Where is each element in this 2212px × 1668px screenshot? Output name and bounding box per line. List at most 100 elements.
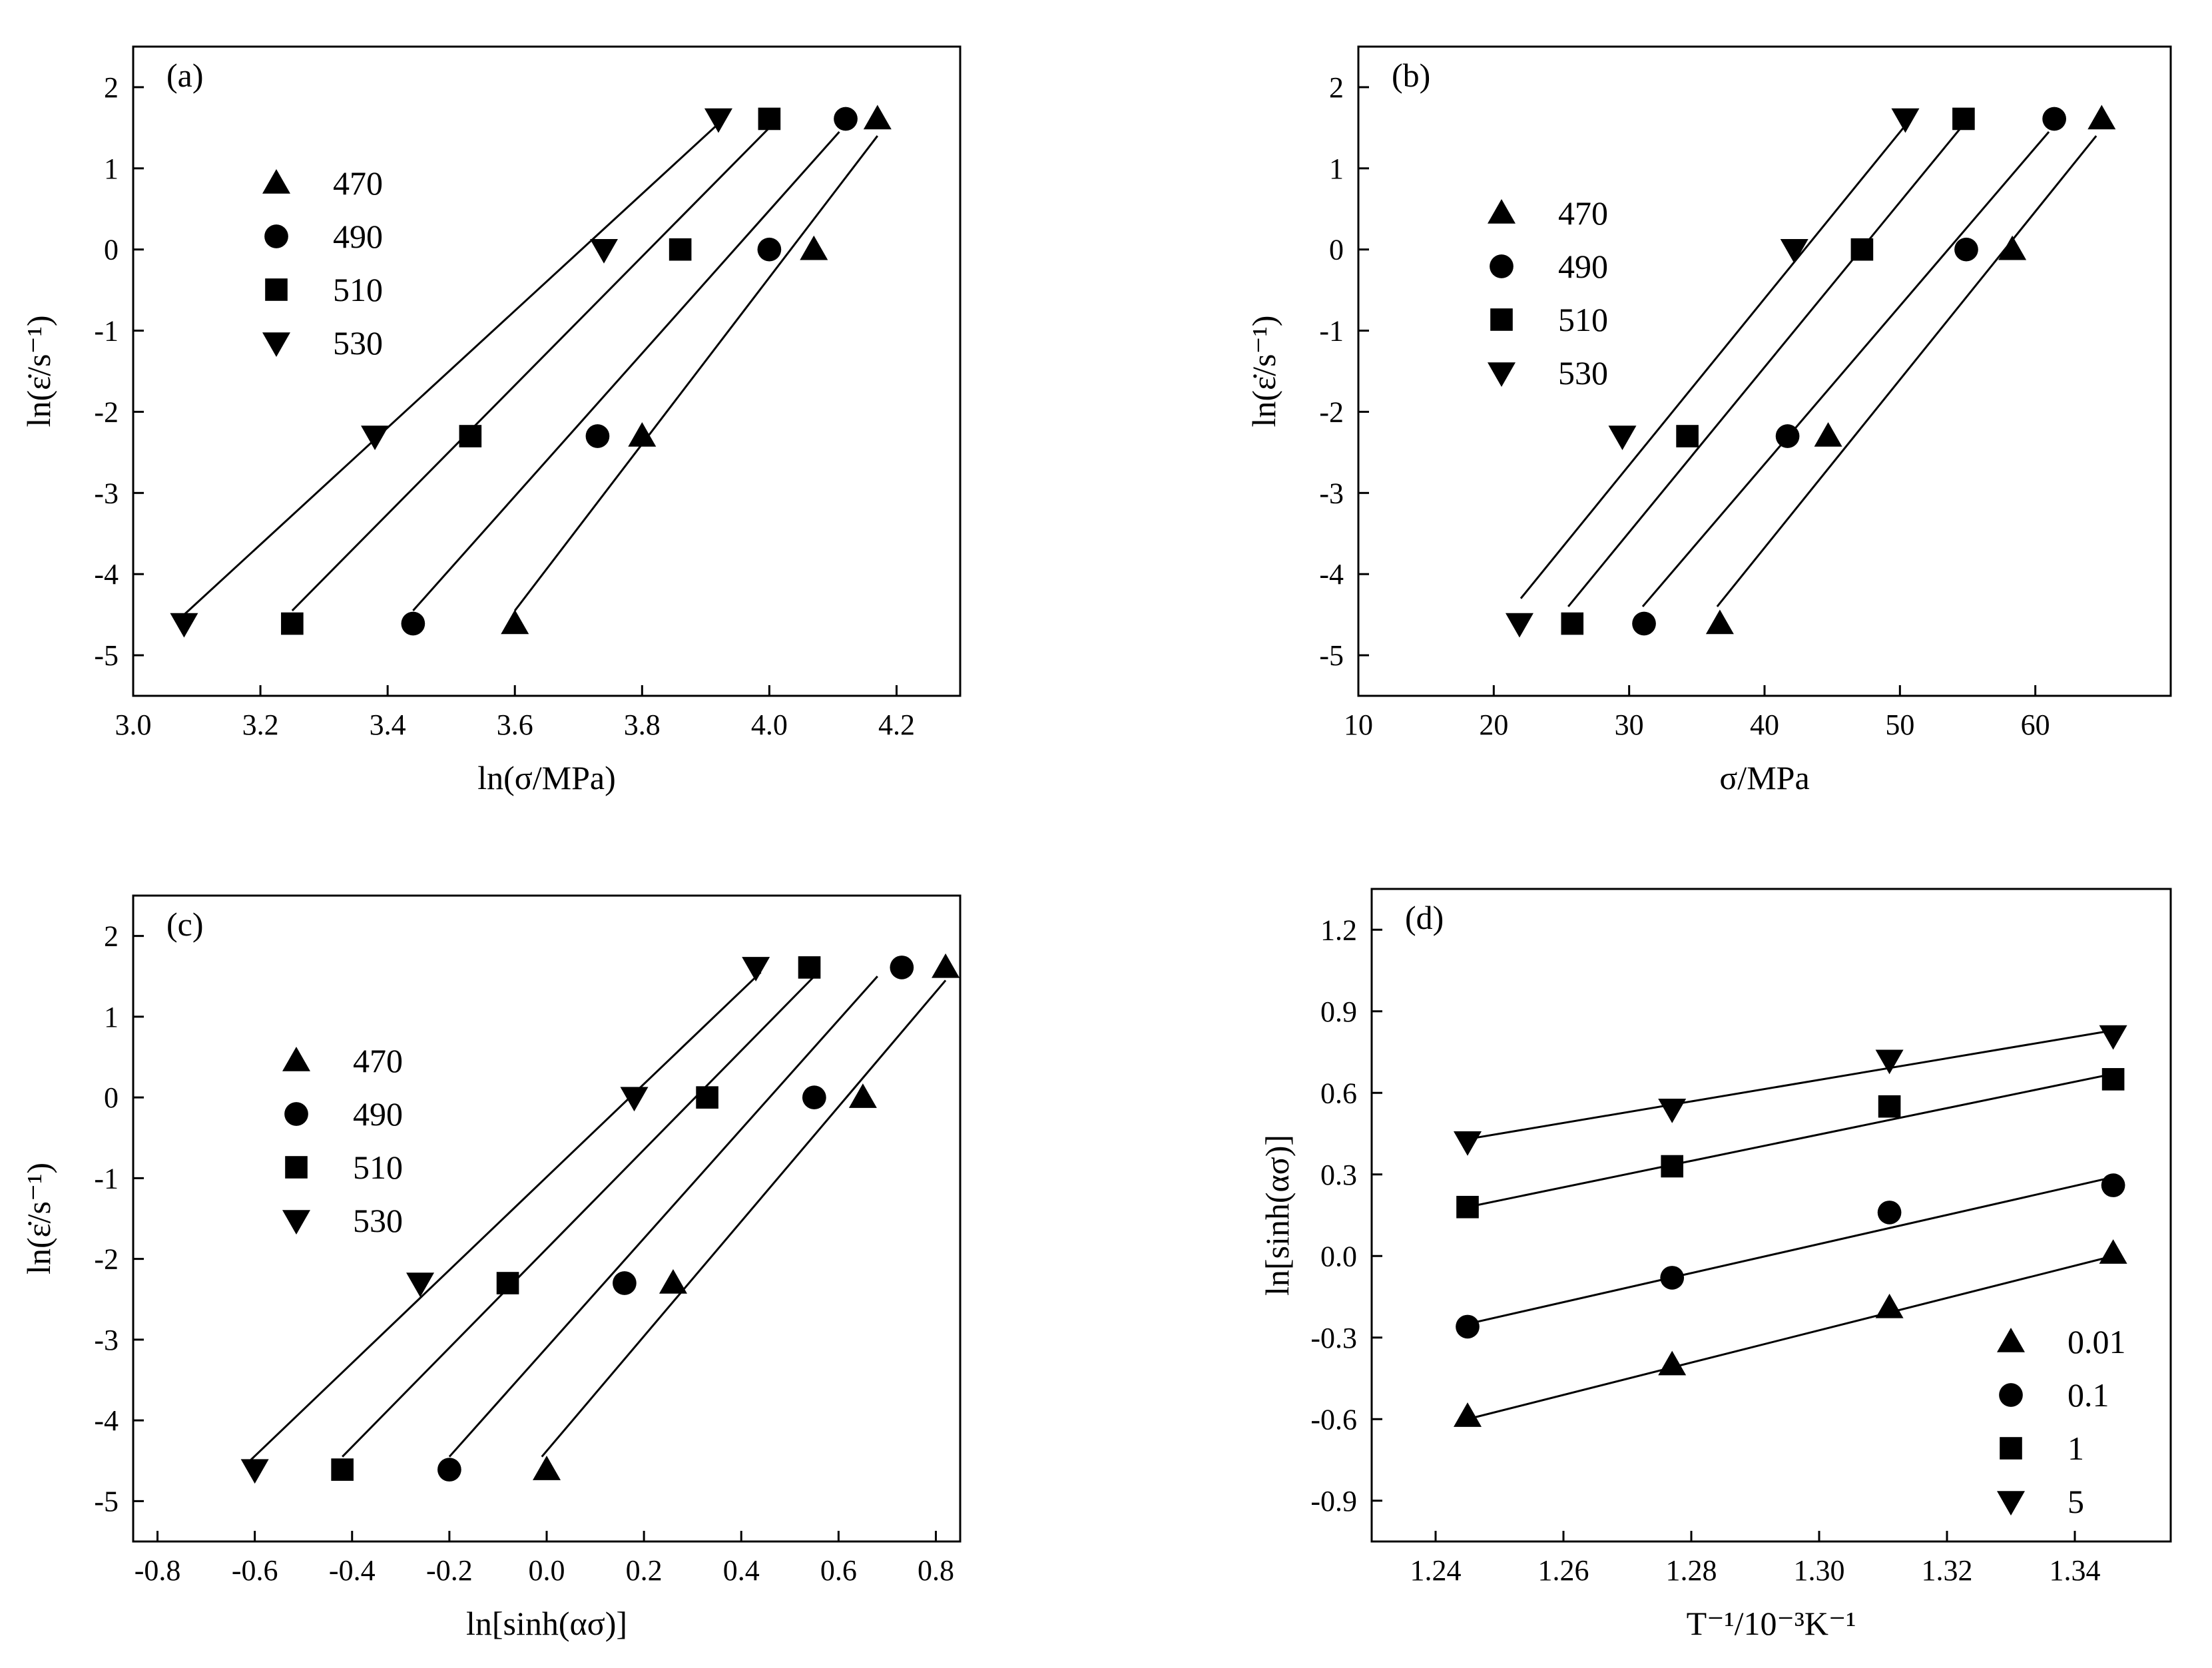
y-tick-label: 0.0: [1320, 1240, 1357, 1272]
data-point-490: [613, 1271, 637, 1295]
data-point-470: [659, 1269, 687, 1294]
chart-panel-a: 3.0 3.2 3.4 3.6 3.8 4.0 4.2 -5 -4 -3 -2 -1 0 1 2 ln(σ/M…: [20, 45, 962, 796]
data-point-510: [459, 425, 482, 447]
fit-line-490: [1641, 131, 2050, 607]
data-point-0.1: [1456, 1314, 1480, 1339]
legend-marker-530: [1488, 362, 1516, 387]
x-tick-label: 4.0: [751, 708, 788, 741]
fit-line-490: [412, 131, 840, 612]
x-tick-label: 3.0: [115, 708, 152, 741]
x-tick-label: 1.32: [1922, 1554, 1973, 1587]
x-tick-label: 0.4: [723, 1554, 760, 1587]
data-point-490: [802, 1085, 826, 1109]
x-tick-label: -0.4: [329, 1554, 376, 1587]
data-point-490: [890, 956, 914, 979]
x-axis-label: ln(σ/MPa): [477, 759, 616, 796]
y-tick-label: -0.9: [1310, 1485, 1357, 1518]
y-tick-label: -3: [1319, 477, 1344, 509]
data-point-0.01: [1875, 1293, 1904, 1318]
data-point-510: [798, 956, 821, 979]
legend-label-0.1: 0.1: [2068, 1376, 2109, 1414]
legend-marker-530: [262, 332, 290, 357]
legend-label-0.01: 0.01: [2068, 1323, 2126, 1360]
data-point-470: [2087, 105, 2116, 130]
legend-marker-1: [2000, 1437, 2022, 1460]
legend-label-490: 490: [333, 218, 383, 255]
fit-line-5: [1467, 1029, 2113, 1141]
data-point-470: [628, 422, 657, 447]
plot-frame: [132, 894, 962, 1543]
fit-line-530: [1520, 123, 1908, 599]
data-point-1: [2101, 1068, 2125, 1091]
data-point-0.01: [2099, 1239, 2127, 1264]
legend-label-510: 510: [1558, 301, 1608, 338]
data-point-490: [401, 611, 425, 636]
y-tick-label: 1: [104, 1001, 119, 1033]
x-tick-label: 4.2: [878, 708, 915, 741]
data-point-470: [932, 953, 960, 978]
y-tick-label: 0: [104, 1081, 119, 1114]
data-point-470: [863, 105, 892, 130]
x-axis-label: T⁻¹/10⁻³K⁻¹: [1687, 1605, 1856, 1642]
data-point-490: [1632, 611, 1656, 636]
legend-label-5: 5: [2068, 1483, 2084, 1520]
x-tick-label: 50: [1885, 708, 1914, 741]
data-point-530: [240, 1459, 269, 1484]
y-tick-label: 0.6: [1320, 1077, 1357, 1109]
legend-label-510: 510: [333, 271, 383, 308]
data-point-490: [834, 107, 858, 131]
x-tick-label: 3.6: [497, 708, 533, 741]
fit-line-530: [183, 123, 719, 616]
chart-panel-b: 10 20 30 40 50 60 -5 -4 -3 -2 -1 0 1 2 σ/MPa ln(ε̇/s⁻¹)…: [1245, 45, 2172, 796]
data-point-470: [1814, 422, 1842, 447]
x-tick-label: -0.8: [135, 1554, 181, 1587]
data-point-510: [696, 1086, 718, 1109]
y-tick-label: -2: [1319, 396, 1344, 428]
data-point-5: [1658, 1099, 1687, 1123]
y-tick-label: -1: [94, 315, 119, 348]
y-axis-label: ln(ε̇/s⁻¹): [1245, 316, 1282, 427]
data-point-530: [1780, 238, 1808, 264]
fit-line-470: [1716, 135, 2097, 607]
data-point-510: [669, 238, 692, 261]
legend-label-470: 470: [333, 164, 383, 202]
data-point-490: [1954, 237, 1978, 262]
legend-label-530: 530: [333, 324, 383, 362]
data-point-0.1: [1877, 1201, 1902, 1225]
y-tick-label: -5: [94, 639, 119, 672]
panel-label: (b): [1392, 57, 1430, 94]
y-axis-label: ln[sinh(ασ)]: [1258, 1135, 1296, 1296]
legend-label-470: 470: [1558, 194, 1608, 232]
legend-label-530: 530: [1558, 354, 1608, 392]
data-point-470: [1705, 609, 1734, 635]
data-point-0.1: [1660, 1266, 1685, 1290]
y-tick-label: 1: [1329, 152, 1344, 185]
x-tick-label: 60: [2021, 708, 2050, 741]
panel-label: (d): [1405, 899, 1444, 936]
x-tick-label: 3.2: [242, 708, 279, 741]
data-point-490: [2042, 107, 2066, 131]
data-point-510: [758, 107, 781, 131]
legend-marker-5: [1997, 1491, 2025, 1516]
x-tick-label: 0.8: [918, 1554, 954, 1587]
chart-panel-c: -0.8 -0.6 -0.4 -0.2 0.0 0.2 0.4 0.6 0.8 -5 -4 -3 -2 -…: [20, 894, 962, 1642]
data-point-5: [1454, 1131, 1482, 1156]
y-tick-label: -4: [1319, 558, 1344, 591]
y-tick-label: 2: [1329, 71, 1344, 104]
x-tick-label: 3.4: [370, 708, 406, 741]
legend-marker-510: [285, 1156, 308, 1179]
x-tick-label: 40: [1750, 708, 1779, 741]
x-tick-label: 10: [1344, 708, 1373, 741]
y-tick-label: -1: [1319, 315, 1344, 348]
data-point-510: [281, 612, 304, 635]
x-tick-label: 1.28: [1666, 1554, 1717, 1587]
chart-panel-d: 1.24 1.26 1.28 1.30 1.32 1.34 -0.9 -0.6 -0.3 0.0 0…: [1258, 888, 2172, 1642]
data-point-0.1: [2101, 1173, 2125, 1197]
y-tick-label: -4: [94, 558, 119, 591]
data-point-530: [620, 1087, 649, 1112]
legend-marker-490: [1490, 254, 1514, 278]
y-tick-label: -3: [94, 1324, 119, 1356]
plot-frame: [132, 45, 962, 697]
data-point-5: [1875, 1049, 1904, 1075]
legend-label-490: 490: [353, 1095, 403, 1133]
